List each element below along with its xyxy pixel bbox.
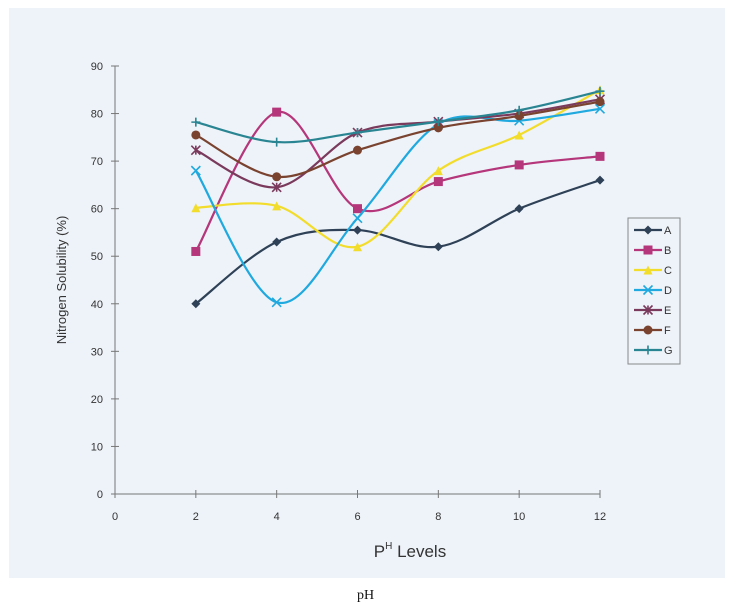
data-point-c xyxy=(514,130,524,140)
legend-marker-a xyxy=(643,225,653,235)
y-tick-label: 20 xyxy=(91,394,103,406)
data-point-f xyxy=(433,123,443,133)
series-line-f xyxy=(195,100,601,178)
data-point-a xyxy=(191,299,201,309)
legend-marker-d xyxy=(642,284,654,296)
data-point-e xyxy=(271,182,282,193)
series-line-a xyxy=(195,179,601,305)
y-tick-label: 70 xyxy=(91,156,103,168)
x-tick-label: 12 xyxy=(594,511,606,523)
data-point-a xyxy=(272,237,282,247)
data-point-f xyxy=(595,97,605,107)
data-point-a xyxy=(433,242,443,252)
data-point-d xyxy=(594,103,606,114)
legend-label-f: F xyxy=(664,325,671,337)
legend-label-e: E xyxy=(664,305,671,317)
legend-label-b: B xyxy=(664,245,671,257)
y-tick-label: 30 xyxy=(91,346,103,358)
legend-label-d: D xyxy=(664,285,672,297)
data-point-c xyxy=(272,201,282,211)
series-line-c xyxy=(195,88,601,249)
data-point-b xyxy=(353,204,362,214)
x-tick-label: 2 xyxy=(193,511,199,523)
data-point-f xyxy=(272,172,282,182)
x-axis-label: PH Levels xyxy=(374,541,446,561)
data-point-e xyxy=(190,145,201,156)
data-point-f xyxy=(191,130,201,140)
data-point-a xyxy=(353,225,362,235)
x-tick-label: 8 xyxy=(435,511,441,523)
legend-marker-g xyxy=(643,345,653,355)
data-point-f xyxy=(514,111,524,121)
data-point-b xyxy=(514,160,524,170)
data-point-g xyxy=(595,86,605,96)
data-point-g xyxy=(191,117,201,127)
y-axis-label: Nitrogen Solubility (%) xyxy=(54,216,69,345)
legend-marker-f xyxy=(643,325,653,335)
data-point-g xyxy=(433,117,443,127)
data-point-d xyxy=(190,165,201,176)
y-tick-label: 90 xyxy=(91,61,103,73)
legend-marker-b xyxy=(643,245,653,255)
data-point-g xyxy=(272,137,282,147)
legend-marker-c xyxy=(643,265,653,275)
data-point-c xyxy=(433,166,443,176)
legend-label-c: C xyxy=(664,265,672,277)
data-point-g xyxy=(514,105,524,115)
data-point-b xyxy=(595,151,605,161)
data-point-c xyxy=(353,242,362,252)
chart-card xyxy=(9,8,725,578)
legend-label-g: G xyxy=(664,345,673,357)
x-tick-label: 10 xyxy=(513,511,525,523)
series-line-b xyxy=(194,111,601,253)
data-point-b xyxy=(191,246,201,256)
y-tick-label: 40 xyxy=(91,299,103,311)
y-tick-label: 10 xyxy=(91,441,103,453)
x-tick-label: 4 xyxy=(274,511,280,523)
data-point-g xyxy=(353,128,362,138)
data-point-d xyxy=(352,213,363,224)
y-tick-label: 60 xyxy=(91,204,103,216)
legend-label-a: A xyxy=(664,225,672,237)
y-tick-label: 80 xyxy=(91,109,103,121)
figure-caption: pH xyxy=(356,588,375,603)
series-line-e xyxy=(195,98,601,189)
y-tick-label: 50 xyxy=(91,251,103,263)
x-tick-label: 0 xyxy=(112,511,118,523)
legend-marker-e xyxy=(642,304,654,316)
data-point-a xyxy=(595,175,605,185)
series-line-g xyxy=(195,90,601,144)
data-point-b xyxy=(272,107,282,117)
data-point-a xyxy=(514,204,524,214)
data-point-f xyxy=(353,145,362,155)
data-point-b xyxy=(433,177,443,187)
x-tick-label: 6 xyxy=(354,511,360,523)
y-tick-label: 0 xyxy=(97,489,103,501)
data-point-d xyxy=(271,297,282,308)
data-point-c xyxy=(191,203,201,213)
